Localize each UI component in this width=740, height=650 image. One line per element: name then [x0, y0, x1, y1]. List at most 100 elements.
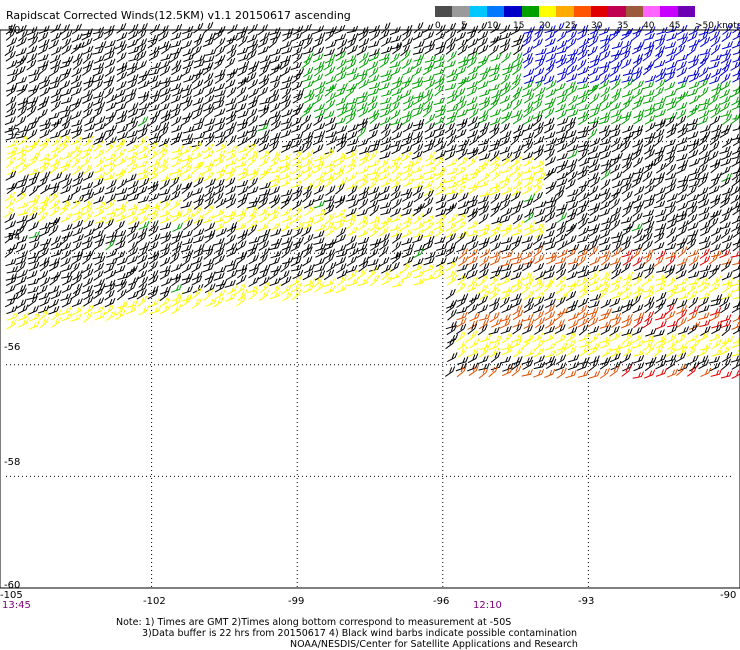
wind-barb: [677, 246, 688, 258]
wind-barb: [467, 323, 478, 335]
wind-barb: [656, 162, 667, 174]
wind-barb: [4, 246, 15, 258]
wind-barb: [323, 110, 335, 120]
wind-barb: [598, 26, 610, 36]
wind-barb: [281, 247, 291, 259]
wind-barb: [697, 270, 709, 280]
wind-barb: [347, 269, 358, 281]
wind-barb: [512, 86, 523, 98]
wind-barb: [39, 129, 51, 139]
wind-barb: [545, 206, 556, 217]
wind-barb: [181, 31, 193, 41]
wind-barb: [183, 219, 193, 231]
wind-barb: [424, 251, 436, 260]
wind-barb: [577, 110, 589, 120]
wind-barb: [522, 325, 533, 335]
wind-barb: [279, 270, 290, 281]
wind-barb: [642, 240, 653, 252]
wind-barb: [136, 254, 148, 265]
wind-barb: [381, 45, 393, 55]
wind-barb: [577, 144, 590, 153]
wind-barb: [302, 191, 312, 203]
wind-barb: [128, 276, 139, 286]
wind-barb: [270, 228, 282, 237]
wind-barb: [589, 137, 601, 147]
wind-barb: [567, 136, 578, 147]
wind-barb: [401, 30, 412, 42]
wind-barb: [358, 256, 370, 267]
wind-barb: [578, 38, 590, 49]
wind-barb: [324, 66, 336, 77]
wind-barb: [544, 311, 556, 321]
wind-barb: [172, 211, 183, 223]
wind-barb: [601, 347, 612, 358]
wind-barb: [544, 349, 556, 358]
wind-barb: [632, 228, 643, 239]
wind-barb: [456, 340, 468, 351]
wind-barb: [128, 193, 140, 202]
wind-barb: [247, 212, 257, 224]
wind-barb: [433, 97, 446, 106]
wind-barb: [708, 94, 719, 106]
wind-barb: [511, 164, 522, 176]
wind-barb: [324, 148, 335, 160]
wind-barb: [556, 95, 568, 106]
wind-barb: [710, 161, 721, 174]
wind-barb: [610, 198, 621, 210]
wind-barb: [345, 163, 356, 174]
wind-barb: [106, 136, 117, 146]
wind-barb: [576, 131, 589, 139]
wind-barb: [709, 178, 720, 190]
wind-barb: [369, 112, 380, 125]
wind-barb: [302, 150, 314, 161]
wind-barb: [202, 164, 214, 175]
wind-barb: [247, 79, 259, 90]
wind-barb: [325, 75, 337, 85]
wind-barb: [226, 43, 237, 55]
wind-barb: [545, 241, 557, 251]
wind-barb: [62, 178, 73, 189]
wind-barb: [336, 263, 347, 274]
wind-barb: [479, 121, 490, 133]
wind-barb: [544, 304, 555, 315]
wind-barb: [568, 319, 579, 329]
wind-barb: [732, 23, 740, 34]
wind-barb: [556, 212, 568, 223]
wind-barb: [434, 169, 446, 181]
wind-barb: [731, 157, 740, 168]
wind-barb: [106, 207, 118, 216]
wind-barb: [422, 23, 434, 34]
wind-barb: [293, 39, 305, 48]
wind-barb: [15, 57, 26, 69]
wind-barb: [280, 129, 292, 139]
wind-barb: [92, 47, 104, 55]
wind-barb: [501, 226, 513, 237]
wind-barb: [491, 334, 503, 344]
wind-barb: [675, 263, 686, 274]
wind-barb: [699, 156, 710, 168]
wind-barb: [116, 156, 127, 167]
wind-barb: [566, 235, 577, 246]
wind-barb: [48, 39, 59, 50]
wind-barb: [258, 74, 270, 85]
wind-barb: [543, 75, 555, 85]
wind-barb: [621, 206, 632, 218]
wind-barb: [433, 220, 445, 231]
wind-barb: [70, 125, 83, 134]
wind-barb: [92, 74, 104, 83]
wind-barb: [236, 240, 247, 251]
wind-barb: [291, 289, 302, 301]
wind-barb: [511, 38, 523, 48]
wind-barb: [535, 47, 547, 56]
wind-barb: [677, 90, 689, 99]
wind-barb: [598, 79, 610, 90]
wind-barb: [61, 44, 72, 56]
wind-barb: [356, 91, 368, 99]
wind-barb: [192, 235, 205, 244]
wind-barb: [666, 276, 677, 287]
wind-barb: [467, 207, 478, 218]
wind-barb: [720, 73, 731, 84]
wind-barb: [511, 334, 523, 343]
wind-barb: [17, 174, 29, 183]
wind-barb: [554, 190, 565, 202]
